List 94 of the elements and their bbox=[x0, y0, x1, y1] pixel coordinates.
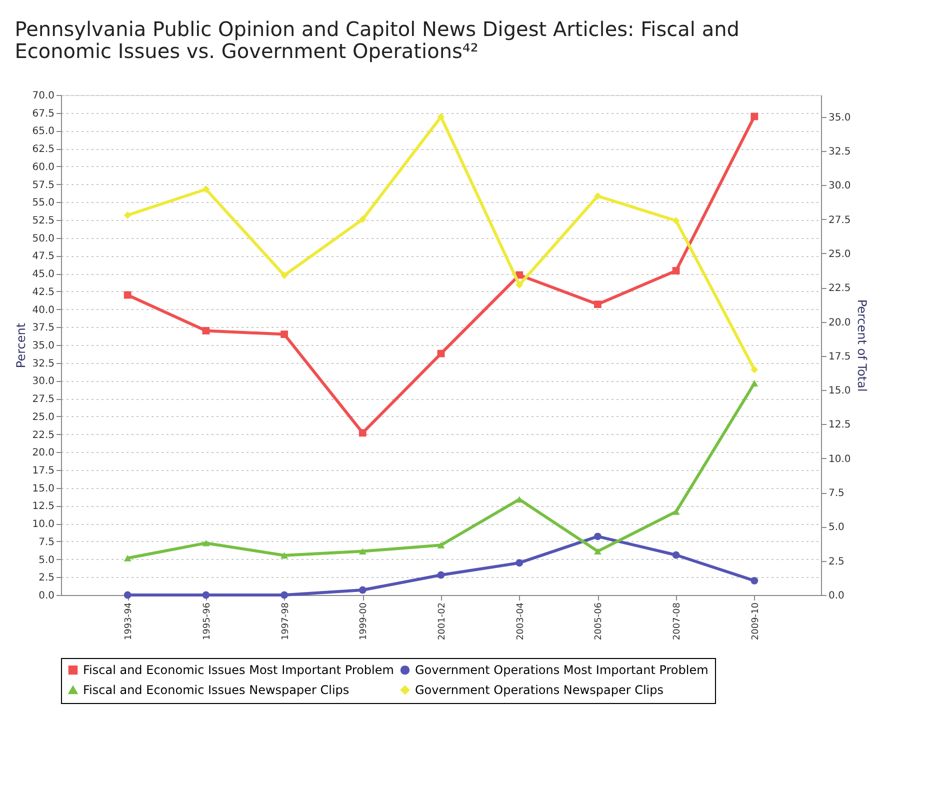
chart-title: Pennsylvania Public Opinion and Capitol News Digest Articles: Fiscal and Economic Issues vs. Government Operations⁴² bbox=[14, 17, 740, 63]
point bbox=[124, 591, 132, 599]
point bbox=[750, 577, 758, 584]
y-tick-label: 42.5 bbox=[32, 286, 54, 298]
y2-tick-label: 25.0 bbox=[828, 248, 851, 260]
point bbox=[516, 559, 524, 567]
y-tick-label: 52.5 bbox=[32, 216, 54, 226]
point bbox=[672, 508, 680, 515]
y-tick-label: 20.0 bbox=[32, 448, 54, 459]
y-tick-label: 7.5 bbox=[38, 536, 54, 548]
y-tick-label: 47.5 bbox=[32, 251, 54, 262]
x-tick-label: 1999-00 bbox=[359, 602, 370, 640]
y-tick-label: 2.5 bbox=[38, 572, 54, 584]
point bbox=[437, 113, 445, 121]
legend-label: Government Operations Most Important Problem bbox=[415, 663, 708, 678]
point bbox=[202, 327, 210, 334]
point bbox=[202, 591, 210, 599]
point bbox=[280, 591, 288, 599]
y2-tick-label: 22.5 bbox=[828, 283, 851, 294]
y-tick-label: 30.0 bbox=[32, 376, 54, 388]
point bbox=[202, 186, 210, 193]
y2-tick-label: 30.0 bbox=[828, 180, 851, 192]
point bbox=[124, 554, 132, 562]
point bbox=[124, 212, 132, 219]
point bbox=[750, 112, 758, 120]
y-tick-label: 5.0 bbox=[38, 554, 54, 566]
y-tick-label: 0.0 bbox=[38, 590, 54, 602]
point bbox=[672, 216, 680, 224]
y-tick-label: 60.0 bbox=[32, 162, 54, 173]
point bbox=[280, 330, 288, 338]
y-tick-label: 57.5 bbox=[32, 180, 54, 191]
point bbox=[358, 429, 366, 437]
y2-tick-label: 12.5 bbox=[828, 420, 851, 431]
legend-label: Fiscal and Economic Issues Most Important Problem bbox=[83, 663, 394, 678]
point bbox=[358, 548, 366, 554]
point bbox=[594, 300, 602, 308]
y-tick-label: 37.5 bbox=[32, 322, 54, 334]
y2-tick-label: 10.0 bbox=[828, 454, 851, 465]
y2-tick-label: 0.0 bbox=[828, 590, 844, 602]
y-tick-label: 17.5 bbox=[32, 466, 54, 476]
y2-tick-label: 32.5 bbox=[828, 146, 851, 158]
y2-axis-title: Percent of Total bbox=[854, 299, 869, 392]
x-tick-label: 1993-94 bbox=[124, 602, 134, 640]
y2-tick-label: 20.0 bbox=[828, 317, 851, 328]
point bbox=[124, 291, 132, 299]
y2-tick-label: 5.0 bbox=[828, 522, 844, 534]
point bbox=[280, 272, 288, 280]
y-tick-label: 10.0 bbox=[32, 519, 54, 530]
point bbox=[358, 586, 366, 594]
y-tick-label: 67.5 bbox=[32, 108, 54, 120]
point bbox=[437, 350, 445, 358]
point bbox=[516, 281, 524, 289]
y2-tick-label: 15.0 bbox=[828, 386, 851, 397]
point bbox=[280, 552, 288, 559]
point bbox=[672, 267, 680, 274]
y-tick-label: 55.0 bbox=[32, 198, 54, 209]
y2-tick-label: 7.5 bbox=[828, 488, 844, 500]
legend-label: Fiscal and Economic Issues Newspaper Clips bbox=[83, 683, 350, 697]
y2-tick-label: 27.5 bbox=[828, 214, 851, 226]
point bbox=[594, 548, 602, 554]
x-tick-label: 2001-02 bbox=[438, 602, 448, 640]
x-tick-label: 2007-08 bbox=[672, 602, 683, 640]
y-tick-label: 45.0 bbox=[32, 269, 54, 280]
y-tick-label: 65.0 bbox=[32, 126, 54, 138]
y-tick-label: 27.5 bbox=[32, 394, 54, 406]
x-tick-label: 2005-06 bbox=[594, 602, 604, 640]
legend-label: Government Operations Newspaper Clips bbox=[415, 683, 664, 697]
point bbox=[750, 366, 758, 374]
y-tick-label: 25.0 bbox=[32, 412, 54, 423]
y-tick-label: 70.0 bbox=[32, 90, 54, 102]
point bbox=[672, 551, 680, 559]
x-tick-label: 1995-96 bbox=[202, 602, 212, 640]
x-tick-label: 2009-10 bbox=[750, 602, 761, 640]
point bbox=[594, 192, 602, 200]
point bbox=[358, 216, 366, 224]
point bbox=[750, 380, 758, 386]
point bbox=[594, 532, 602, 540]
point bbox=[202, 540, 210, 546]
y-tick-label: 12.5 bbox=[32, 501, 54, 512]
y-tick-label: 62.5 bbox=[32, 144, 54, 156]
x-tick-label: 2003-04 bbox=[516, 602, 526, 640]
y-tick-label: 40.0 bbox=[32, 304, 54, 316]
y2-tick-label: 35.0 bbox=[828, 112, 851, 124]
point bbox=[437, 542, 445, 548]
y-tick-label: 22.5 bbox=[32, 430, 54, 441]
y-tick-label: 15.0 bbox=[32, 483, 54, 494]
x-tick-label: 1997-98 bbox=[280, 602, 291, 640]
y-tick-label: 32.5 bbox=[32, 358, 54, 370]
y-tick-label: 50.0 bbox=[32, 233, 54, 244]
y-tick-label: 35.0 bbox=[32, 340, 54, 352]
y2-tick-label: 2.5 bbox=[828, 556, 844, 568]
y-axis-title: Percent bbox=[14, 322, 28, 368]
point bbox=[437, 571, 445, 579]
y2-tick-label: 17.5 bbox=[828, 351, 851, 362]
